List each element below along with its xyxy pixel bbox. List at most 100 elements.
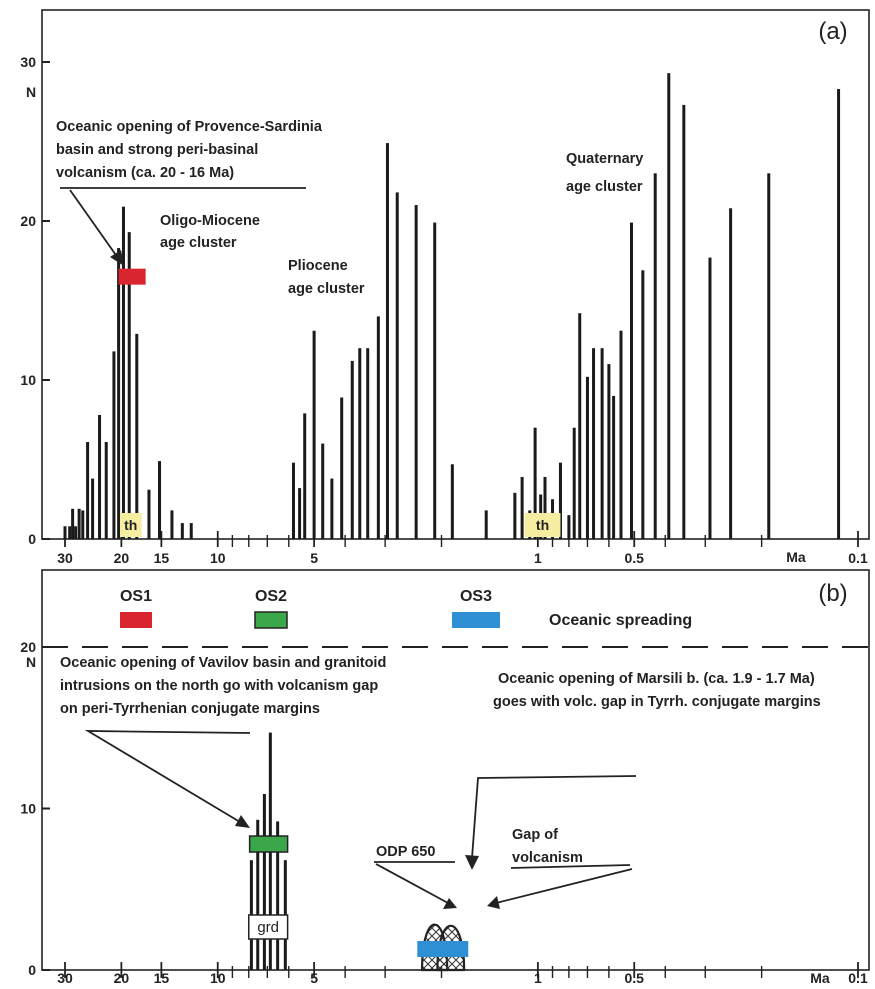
annotation-gap-of-volcanism: Gap of volcanism [487, 827, 632, 909]
annotation-oligo-miocene: Oligo-Miocene age cluster [160, 213, 260, 251]
age-bar [170, 510, 173, 539]
panel-a-markers: th th [119, 269, 561, 537]
panel-b-y-axis-label: N [26, 654, 36, 670]
x-tick-label: 10 [210, 970, 226, 986]
boxed-label-text: th [536, 517, 549, 533]
age-bar [190, 523, 193, 539]
age-bar [386, 143, 389, 539]
panel-b-label: (b) [818, 580, 847, 607]
age-bar [351, 361, 354, 539]
panel-b-y-ticks: 0 10 20 [20, 639, 50, 978]
annotation-arrow [472, 776, 636, 858]
panel-b-x-axis-label: Ma [810, 970, 830, 986]
x-tick-label: 1 [534, 550, 542, 566]
arrow-head [487, 896, 500, 909]
age-bar [263, 794, 266, 970]
age-bar [586, 377, 589, 539]
x-tick-label: 5 [310, 550, 318, 566]
x-tick-label: 0.1 [848, 970, 868, 986]
boxed-label-text: th [124, 517, 137, 533]
age-bar [567, 515, 570, 539]
annotation-arrow [88, 731, 250, 822]
age-bar [303, 413, 306, 539]
annotation-pliocene: Pliocene age cluster [288, 258, 365, 297]
legend-label: OS2 [255, 588, 287, 605]
legend-swatch [255, 612, 287, 628]
annotation-arrow [70, 190, 118, 258]
age-bar [433, 223, 436, 539]
age-bar [112, 351, 115, 539]
annotation-line: basin and strong peri-basinal [56, 142, 258, 158]
annotation-line: on peri-Tyrrhenian conjugate margins [60, 701, 320, 717]
age-bar [729, 208, 732, 539]
panel-a-label: (a) [818, 18, 847, 45]
age-bar [451, 464, 454, 539]
age-bar [340, 397, 343, 539]
age-bar [117, 248, 120, 539]
age-bar [298, 488, 301, 539]
y-tick-label: 10 [20, 801, 36, 817]
age-bar [578, 313, 581, 539]
annotation-odp-650: ODP 650 [374, 844, 457, 909]
age-bar [98, 415, 101, 539]
x-tick-label: 15 [154, 550, 170, 566]
age-bar [181, 523, 184, 539]
annotation-line: Quaternary [566, 151, 643, 167]
x-tick-label: 30 [57, 970, 73, 986]
annotation-line: age cluster [160, 235, 237, 251]
age-bar [485, 510, 488, 539]
annotation-line: Oceanic opening of Vavilov basin and gra… [60, 655, 386, 671]
age-bar [81, 510, 84, 539]
age-bar [64, 526, 67, 539]
spreading-marker [119, 269, 146, 285]
age-bar [330, 479, 333, 539]
annotation-line: volcanism [512, 850, 583, 866]
y-tick-label: 0 [28, 962, 36, 978]
panel-a-y-ticks: 0102030 [20, 54, 50, 547]
age-bar [619, 331, 622, 539]
x-tick-label: 10 [210, 550, 226, 566]
age-bar [767, 173, 770, 539]
annotation-line: ODP 650 [376, 844, 435, 860]
age-bar [630, 223, 633, 539]
x-tick-label: 0.1 [848, 550, 868, 566]
annotation-line: Oceanic opening of Provence-Sardinia [56, 119, 323, 135]
legend-swatch [120, 612, 152, 628]
x-tick-label: 30 [57, 550, 73, 566]
annotation-line: goes with volc. gap in Tyrrh. conjugate … [493, 694, 821, 710]
age-bar [607, 364, 610, 539]
age-bar [158, 461, 161, 539]
x-tick-label: 20 [114, 550, 130, 566]
panel-b-frame [42, 570, 869, 970]
age-bar [91, 479, 94, 539]
annotation-arrow [376, 864, 448, 903]
annotation-line: age cluster [566, 179, 643, 195]
panel-b-legend: OS1 OS2 OS3 [120, 588, 500, 628]
age-bar [135, 334, 138, 539]
y-tick-label: 20 [20, 213, 36, 229]
annotation-line: Gap of [512, 827, 558, 843]
x-tick-label: 15 [154, 970, 170, 986]
arrow-head [235, 815, 250, 828]
legend-label: OS1 [120, 588, 152, 605]
age-bar [68, 526, 71, 539]
spreading-marker [250, 836, 288, 852]
age-bar [415, 205, 418, 539]
age-bar [573, 428, 576, 539]
annotation-line: age cluster [288, 281, 365, 297]
age-bar [837, 89, 840, 539]
boxed-label-text: grd [257, 919, 279, 936]
annotation-quaternary: Quaternary age cluster [566, 151, 643, 195]
age-bar [71, 509, 74, 539]
x-tick-label: 0.5 [625, 550, 645, 566]
age-bar [366, 348, 369, 539]
legend-caption: Oceanic spreading [549, 612, 692, 629]
y-tick-label: 20 [20, 639, 36, 655]
panel-a-x-axis-label: Ma [786, 549, 806, 565]
age-bar [74, 526, 77, 539]
annotation-line: volcanism (ca. 20 - 16 Ma) [56, 165, 234, 181]
age-bar [641, 270, 644, 539]
age-bar [654, 173, 657, 539]
spreading-marker [417, 941, 468, 957]
